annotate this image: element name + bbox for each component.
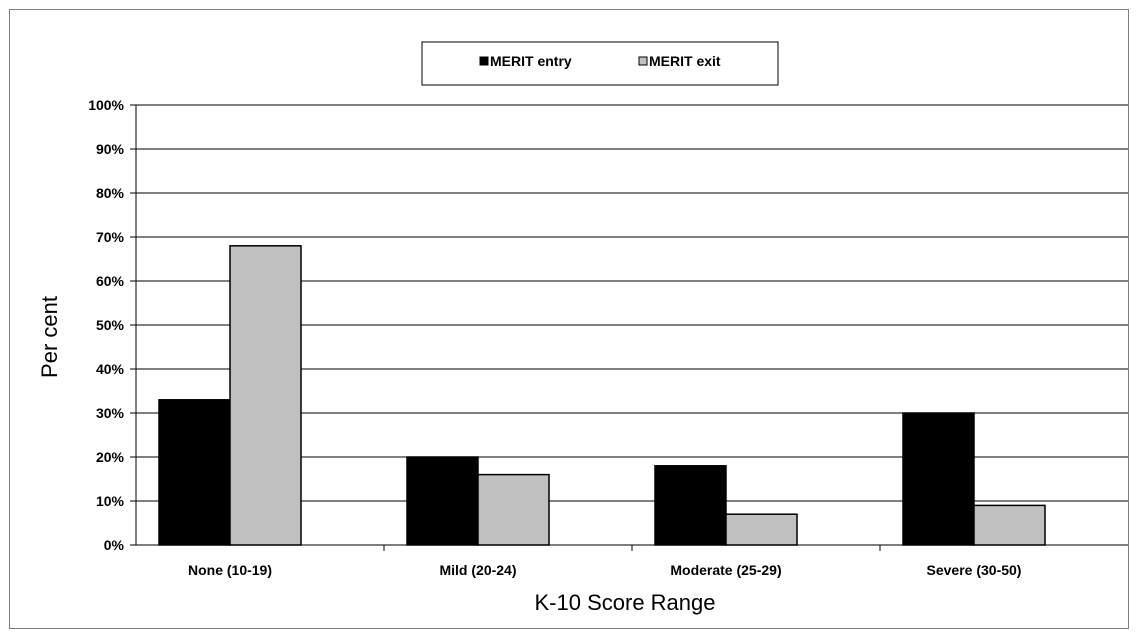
- y-tick-label: 0%: [104, 537, 125, 553]
- y-tick-label: 70%: [96, 229, 125, 245]
- bars: [158, 245, 1046, 546]
- y-axis-title: Per cent: [37, 296, 62, 378]
- legend-box: [421, 41, 779, 86]
- y-tick-label: 90%: [96, 141, 125, 157]
- y-tick-label: 20%: [96, 449, 125, 465]
- bar-chart: MERIT entry MERIT exit 0% 10% 20% 30% 40% 50%…: [37, 41, 1128, 615]
- legend-label-entry: MERIT entry: [490, 53, 572, 69]
- x-axis-title: K-10 Score Range: [535, 590, 716, 615]
- y-tick-label: 30%: [96, 405, 125, 421]
- bar-exit: [725, 513, 798, 546]
- bar-exit: [477, 473, 550, 546]
- bar-exit: [973, 504, 1046, 546]
- x-axis-labels: None (10-19) Mild (20-24) Moderate (25-29)…: [188, 562, 1021, 578]
- legend: MERIT entry MERIT exit: [421, 41, 779, 86]
- bar-entry: [158, 399, 231, 546]
- y-tick-label: 80%: [96, 185, 125, 201]
- x-tick-label: Mild (20-24): [439, 562, 516, 578]
- x-tick-label: Moderate (25-29): [670, 562, 781, 578]
- y-tick-label: 10%: [96, 493, 125, 509]
- bar-entry: [654, 465, 727, 546]
- axes: [135, 105, 1128, 551]
- y-tick-label: 50%: [96, 317, 125, 333]
- y-axis-ticks: 0% 10% 20% 30% 40% 50% 60% 70% 80% 90% 100%: [88, 97, 136, 553]
- x-tick-label: None (10-19): [188, 562, 272, 578]
- y-tick-label: 60%: [96, 273, 125, 289]
- bar-entry: [902, 412, 975, 546]
- x-tick-label: Severe (30-50): [927, 562, 1022, 578]
- y-tick-label: 40%: [96, 361, 125, 377]
- chart-frame: MERIT entry MERIT exit 0% 10% 20% 30% 40% 50%…: [9, 9, 1129, 629]
- legend-label-exit: MERIT exit: [649, 53, 721, 69]
- bar-exit: [229, 245, 302, 546]
- y-tick-label: 100%: [88, 97, 124, 113]
- legend-swatch-exit: [638, 56, 648, 66]
- legend-swatch-entry: [479, 56, 489, 66]
- bar-entry: [406, 456, 479, 546]
